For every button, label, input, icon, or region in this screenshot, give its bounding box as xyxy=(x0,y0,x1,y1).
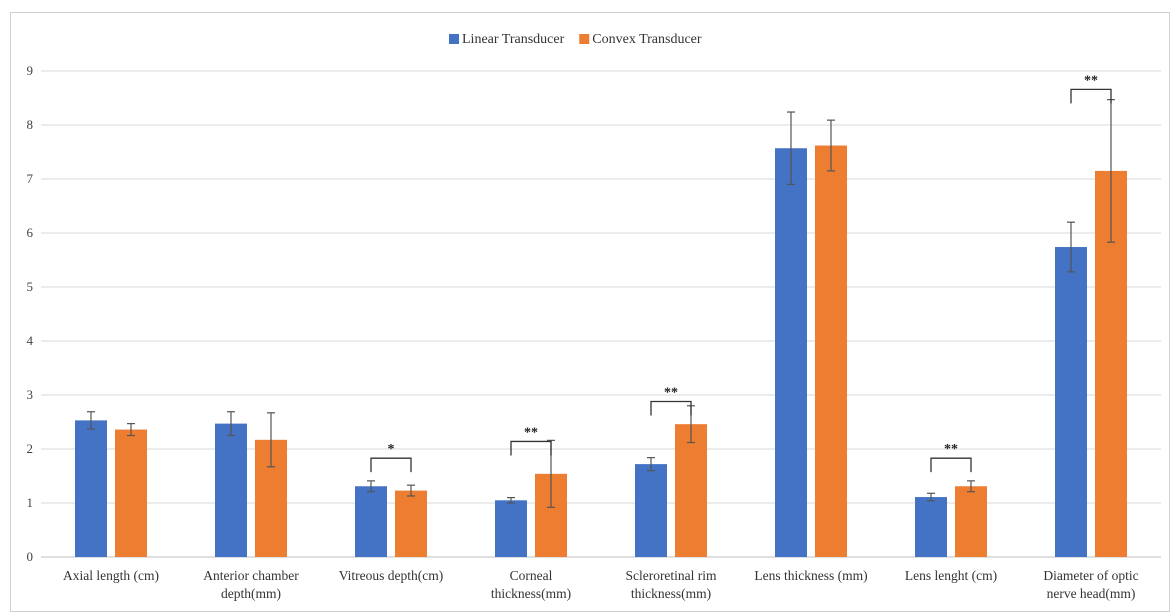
bar-convex xyxy=(675,424,707,557)
legend-swatch xyxy=(579,34,590,44)
bar-linear xyxy=(915,497,947,557)
y-tick-label: 2 xyxy=(27,441,34,456)
category-label: Anterior chamber xyxy=(203,568,299,583)
y-tick-label: 7 xyxy=(27,171,34,186)
category-label-layer: Axial length (cm) Anterior chamber depth(m… xyxy=(63,568,1139,601)
bar-convex xyxy=(815,145,847,557)
y-tick-label: 3 xyxy=(27,387,34,402)
y-tick-label: 5 xyxy=(27,279,34,294)
category-label: Lens lenght (cm) xyxy=(905,568,997,583)
y-tick-label: 9 xyxy=(27,63,34,78)
significance-label: ** xyxy=(524,425,538,440)
significance-label: ** xyxy=(1084,73,1098,88)
significance-label: * xyxy=(388,442,395,457)
bar-linear xyxy=(495,500,527,557)
category-label: Vitreous depth(cm) xyxy=(339,568,444,583)
bar-linear xyxy=(1055,247,1087,558)
legend-label: Linear Transducer xyxy=(462,32,565,47)
y-tick-label: 1 xyxy=(27,495,34,510)
category-label: Lens thickness (mm) xyxy=(754,568,867,583)
significance-label: ** xyxy=(944,442,958,457)
error-layer xyxy=(87,99,1115,508)
y-tick-label: 4 xyxy=(27,333,34,348)
category-label: Corneal xyxy=(510,568,553,583)
category-label: Scleroretinal rim xyxy=(625,568,717,583)
bar-convex xyxy=(395,490,427,557)
y-tick-label: 0 xyxy=(27,549,34,564)
y-tick-label: 6 xyxy=(27,225,34,240)
bar-linear xyxy=(355,486,387,557)
bar-linear xyxy=(215,423,247,557)
significance-bracket xyxy=(370,457,412,473)
grid-layer xyxy=(41,70,1161,558)
y-tick-label: 8 xyxy=(27,117,34,132)
significance-bracket xyxy=(930,457,972,473)
category-label: Axial length (cm) xyxy=(63,568,159,583)
bar-linear xyxy=(75,420,107,557)
significance-bracket xyxy=(1070,88,1112,104)
significance-bracket xyxy=(510,440,552,456)
legend: Linear Transducer Convex Transducer xyxy=(449,32,702,47)
significance-bracket xyxy=(650,400,692,416)
category-label: thickness(mm) xyxy=(631,586,711,601)
legend-swatch xyxy=(449,34,459,44)
axis-layer: 0 1 2 3 4 5 6 7 8 9 xyxy=(27,63,34,564)
category-label: depth(mm) xyxy=(221,586,281,601)
bar-convex xyxy=(955,486,987,557)
bar-layer xyxy=(75,145,1127,558)
significance-label: ** xyxy=(664,385,678,400)
category-label: Diameter of optic xyxy=(1043,568,1138,583)
significance-layer: ********* xyxy=(370,73,1112,473)
legend-label: Convex Transducer xyxy=(592,32,702,47)
bar-convex xyxy=(115,429,147,557)
bar-linear xyxy=(775,148,807,557)
category-label: thickness(mm) xyxy=(491,586,571,601)
bar-linear xyxy=(635,464,667,557)
category-label: nerve head(mm) xyxy=(1047,586,1136,601)
